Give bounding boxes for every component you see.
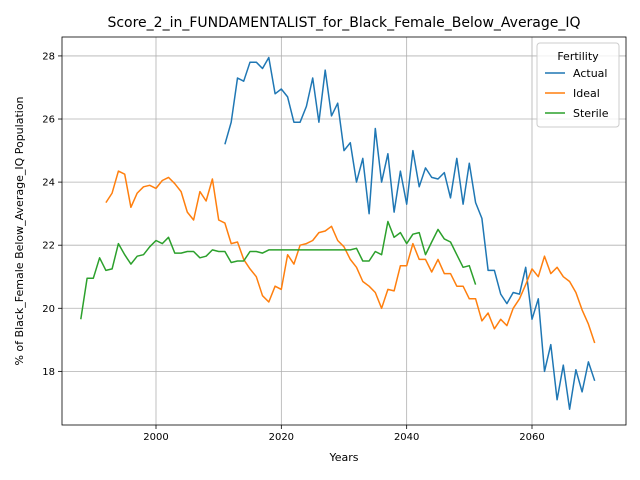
series-lines <box>80 56 596 410</box>
legend: Fertility Actual Ideal Sterile <box>536 42 620 128</box>
y-tick-label: 24 <box>42 178 55 189</box>
x-tick-label: 2060 <box>519 432 544 443</box>
y-tick-label: 28 <box>42 51 55 62</box>
plot-frame <box>61 36 627 426</box>
legend-label-ideal: Ideal <box>573 87 600 100</box>
series-line-actual <box>224 56 596 410</box>
series-line-sterile <box>80 220 477 320</box>
x-tick-label: 2040 <box>394 432 419 443</box>
x-tick-label: 2020 <box>269 432 294 443</box>
x-axis-label: Years <box>328 451 358 464</box>
legend-box <box>536 42 620 128</box>
legend-title: Fertility <box>557 50 599 63</box>
x-tick-label: 2000 <box>143 432 168 443</box>
y-tick-label: 18 <box>42 367 55 378</box>
legend-label-sterile: Sterile <box>573 107 609 120</box>
y-tick-label: 26 <box>42 115 55 126</box>
y-axis-label: % of Black_Female Below_Average_IQ Popul… <box>13 96 26 365</box>
y-tick-label: 20 <box>42 304 55 315</box>
y-tick-label: 22 <box>42 241 55 252</box>
grid-lines <box>62 37 626 425</box>
series-line-ideal <box>105 170 596 344</box>
legend-label-actual: Actual <box>573 67 607 80</box>
axis-ticks: 2000 2020 2040 2060 18 20 22 24 26 28 <box>42 51 544 443</box>
chart-title: Score_2_in_FUNDAMENTALIST_for_Black_Fema… <box>107 15 580 31</box>
